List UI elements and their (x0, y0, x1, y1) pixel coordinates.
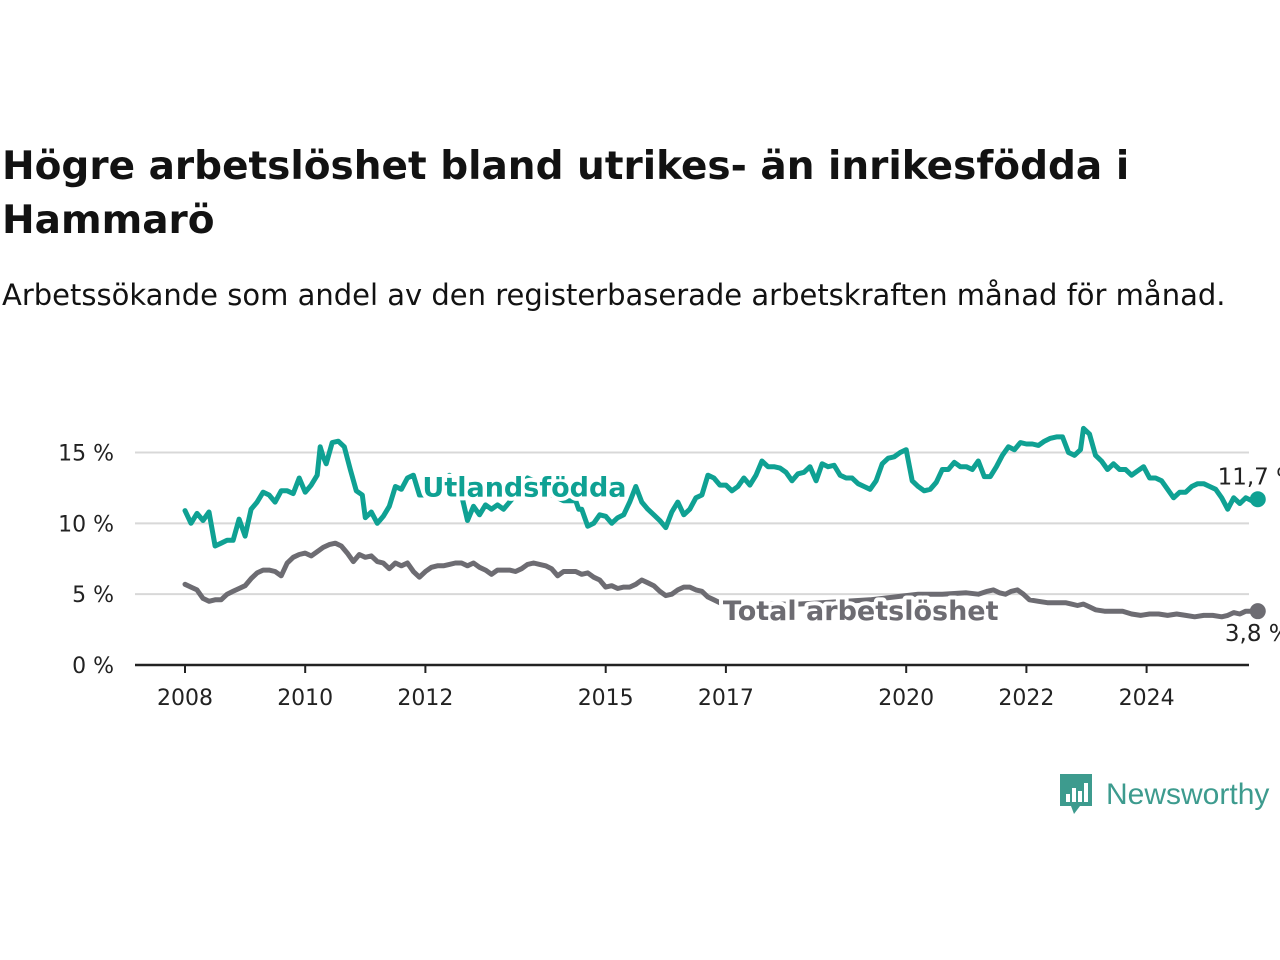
x-tick-label: 2022 (998, 686, 1054, 711)
newsworthy-logo-icon (1060, 774, 1092, 814)
y-tick-label: 0 % (72, 654, 114, 679)
y-tick-label: 10 % (58, 512, 114, 537)
newsworthy-logo: Newsworthy (1058, 772, 1269, 818)
end-value-label-total: 3,8 % (1225, 621, 1280, 647)
series-line-total (182, 540, 1261, 620)
end-value-label-utlandsfodda: 11,7 % (1218, 464, 1280, 490)
series-line-utlandsfodda (182, 425, 1261, 549)
y-tick-label: 15 % (58, 442, 114, 467)
chart-subtitle: Arbetssökande som andel av den registerb… (2, 278, 1226, 312)
y-tick-label: 5 % (72, 583, 114, 608)
x-tick-label: 2017 (698, 686, 754, 711)
series-label-total: Total arbetslöshet (723, 596, 999, 627)
series-label-utlandsfodda: Utlandsfödda (422, 473, 626, 504)
newsworthy-logo-text: Newsworthy (1106, 778, 1270, 811)
end-point-utlandsfodda (1249, 491, 1266, 508)
x-tick-label: 2008 (157, 686, 213, 711)
end-point-total (1249, 603, 1266, 620)
axes: 0 % 5 % 10 % 15 % 2008 2010 2012 2015 2017 2020 20… (58, 442, 1249, 711)
x-tick-label: 2020 (878, 686, 934, 711)
series-lines (182, 425, 1266, 620)
gridlines (135, 451, 1249, 596)
x-tick-label: 2012 (397, 686, 453, 711)
x-tick-label: 2024 (1119, 686, 1175, 711)
x-tick-label: 2015 (578, 686, 634, 711)
series-labels: Utlandsfödda Total arbetslöshet 11,7 % 3,8 … (418, 461, 1280, 650)
x-tick-label: 2010 (277, 686, 333, 711)
chart-title: Högre arbetslöshet bland utrikes- än inr… (2, 144, 1130, 243)
